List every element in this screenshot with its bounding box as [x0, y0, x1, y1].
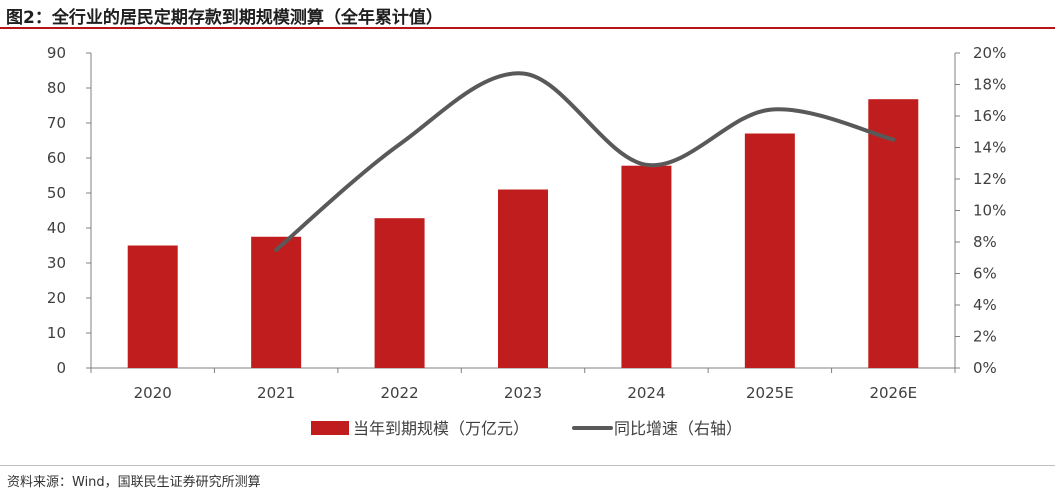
bar	[744, 133, 795, 368]
legend-line-label: 同比增速（右轴）	[614, 419, 742, 438]
right-tick-label: 18%	[973, 76, 1006, 94]
bars	[127, 99, 919, 368]
x-tick-label: 2022	[380, 384, 418, 402]
right-tick-label: 16%	[973, 107, 1006, 125]
right-tick-label: 14%	[973, 139, 1006, 157]
x-tick-label: 2026E	[869, 384, 917, 402]
right-tick-label: 0%	[973, 359, 997, 377]
bar	[127, 245, 178, 368]
left-tick-label: 80	[47, 79, 66, 97]
right-tick-label: 4%	[973, 296, 997, 314]
right-tick-label: 10%	[973, 202, 1006, 220]
left-tick-label: 90	[47, 44, 66, 62]
bar	[498, 189, 548, 368]
bar	[868, 99, 919, 368]
bar	[621, 165, 672, 368]
legend-bar-label: 当年到期规模（万亿元）	[353, 419, 529, 438]
title-rule	[0, 27, 1055, 29]
left-tick-label: 30	[47, 254, 66, 272]
left-tick-label: 0	[56, 359, 66, 377]
left-tick-label: 40	[47, 219, 66, 237]
left-tick-label: 20	[47, 289, 66, 307]
growth-line	[274, 71, 896, 252]
growth-line-path	[274, 71, 896, 252]
left-tick-label: 50	[47, 184, 66, 202]
chart: 0 10 20 30 40 50 60 70 80 90 0% 2% 4% 6% 8% 10% 12% 14% 16…	[47, 44, 1006, 438]
x-tick-label: 2023	[504, 384, 542, 402]
source-note: 资料来源：Wind，国联民生证券研究所测算	[7, 475, 261, 490]
x-tick-label: 2024	[627, 384, 665, 402]
left-tick-label: 60	[47, 149, 66, 167]
footer-rule	[0, 465, 1055, 466]
chart-title: 图2：全行业的居民定期存款到期规模测算（全年累计值）	[6, 8, 443, 28]
right-tick-label: 8%	[973, 233, 997, 251]
tick-labels: 0 10 20 30 40 50 60 70 80 90 0% 2% 4% 6% 8% 10% 12% 14% 16…	[47, 44, 1006, 402]
right-tick-label: 2%	[973, 328, 997, 346]
left-tick-label: 10	[47, 324, 66, 342]
right-tick-label: 12%	[973, 170, 1006, 188]
legend: 当年到期规模（万亿元） 同比增速（右轴）	[311, 419, 742, 438]
bar	[374, 218, 425, 368]
x-tick-label: 2025E	[746, 384, 794, 402]
x-tick-label: 2021	[257, 384, 295, 402]
bar	[251, 236, 302, 368]
x-tick-label: 2020	[134, 384, 172, 402]
left-tick-label: 70	[47, 114, 66, 132]
legend-bar-swatch	[311, 421, 349, 435]
right-tick-label: 6%	[973, 265, 997, 283]
right-tick-label: 20%	[973, 44, 1006, 62]
